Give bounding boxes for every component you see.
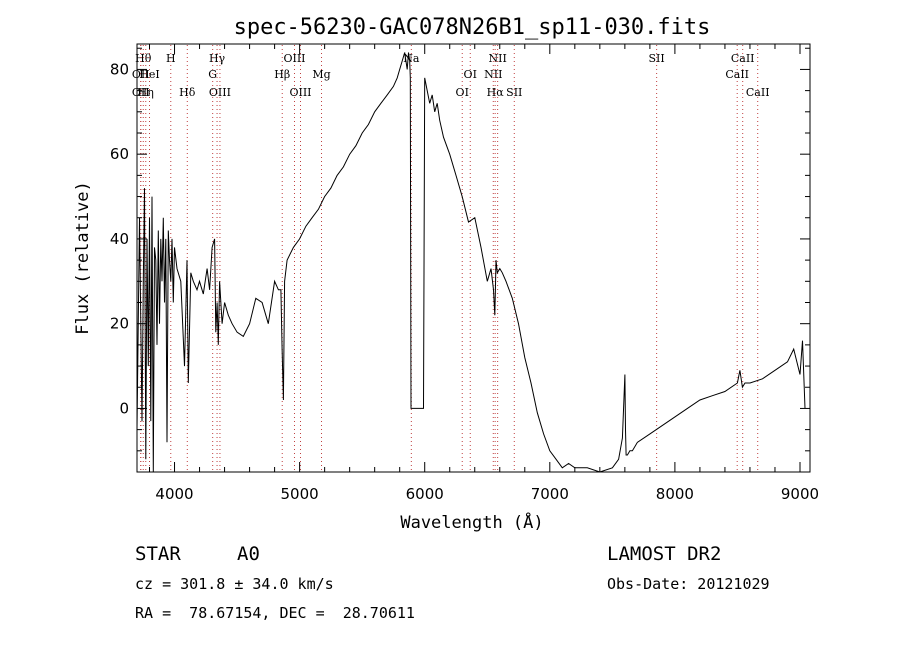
line-marker-label: CaII: [731, 52, 755, 65]
line-marker-label: Hα: [487, 86, 505, 99]
line-markers: HθOIIOIIHeIHηHHδHγGOIIIOIIIHβOIIIMgNaOIO…: [132, 45, 770, 471]
line-marker-label: OIII: [283, 52, 305, 65]
x-tick-label: 9000: [781, 485, 819, 503]
x-tick-label: 6000: [406, 485, 444, 503]
line-marker-label: HeI: [139, 68, 159, 81]
obs-date: Obs-Date: 20121029: [607, 575, 770, 593]
line-marker-label: SII: [649, 52, 665, 65]
line-marker-label: Mg: [312, 68, 330, 81]
coordinates: RA = 78.67154, DEC = 28.70611: [135, 604, 415, 622]
y-axis-label: Flux (relative): [73, 181, 93, 335]
line-marker-label: Hγ: [209, 52, 226, 65]
line-marker-label: H: [166, 52, 176, 65]
line-marker-label: NII: [484, 68, 502, 81]
line-marker-label: OI: [464, 68, 477, 81]
x-tick-label: 5000: [281, 485, 319, 503]
y-tick-label: 40: [110, 230, 129, 248]
line-marker-label: NII: [488, 52, 506, 65]
x-axis-label: Wavelength (Å): [400, 511, 543, 533]
x-tick-label: 7000: [531, 485, 569, 503]
y-tick-label: 80: [110, 60, 129, 78]
chart-title: spec-56230-GAC078N26B1_sp11-030.fits: [234, 15, 711, 40]
object-class: STAR: [135, 543, 181, 565]
subclass: A0: [237, 543, 260, 565]
line-marker-label: SII: [506, 86, 522, 99]
line-marker-label: CaII: [725, 68, 749, 81]
line-marker-label: OII: [132, 86, 150, 99]
line-marker-label: Hβ: [274, 68, 290, 81]
line-marker-label: OII: [132, 68, 150, 81]
survey-name: LAMOST DR2: [607, 543, 722, 565]
spectrum-line: [136, 52, 806, 473]
line-marker-label: OIII: [209, 86, 231, 99]
line-marker-label: Hθ: [135, 52, 152, 65]
line-marker-label: G: [208, 68, 217, 81]
line-marker-label: Hη: [138, 86, 154, 99]
line-marker-label: Hδ: [179, 86, 196, 99]
axis-ticks: 4000 5000 6000 7000 8000 9000 0 20 40 60 80: [110, 44, 819, 503]
y-tick-label: 20: [110, 315, 129, 333]
x-tick-label: 4000: [155, 485, 193, 503]
y-tick-label: 0: [119, 399, 129, 417]
y-tick-label: 60: [110, 145, 129, 163]
plot-frame: [136, 43, 811, 473]
line-marker-label: OIII: [289, 86, 311, 99]
redshift-readout: cz = 301.8 ± 34.0 km/s: [135, 575, 334, 593]
line-marker-label: OI: [456, 86, 469, 99]
line-marker-label: CaII: [746, 86, 770, 99]
x-tick-label: 8000: [656, 485, 694, 503]
